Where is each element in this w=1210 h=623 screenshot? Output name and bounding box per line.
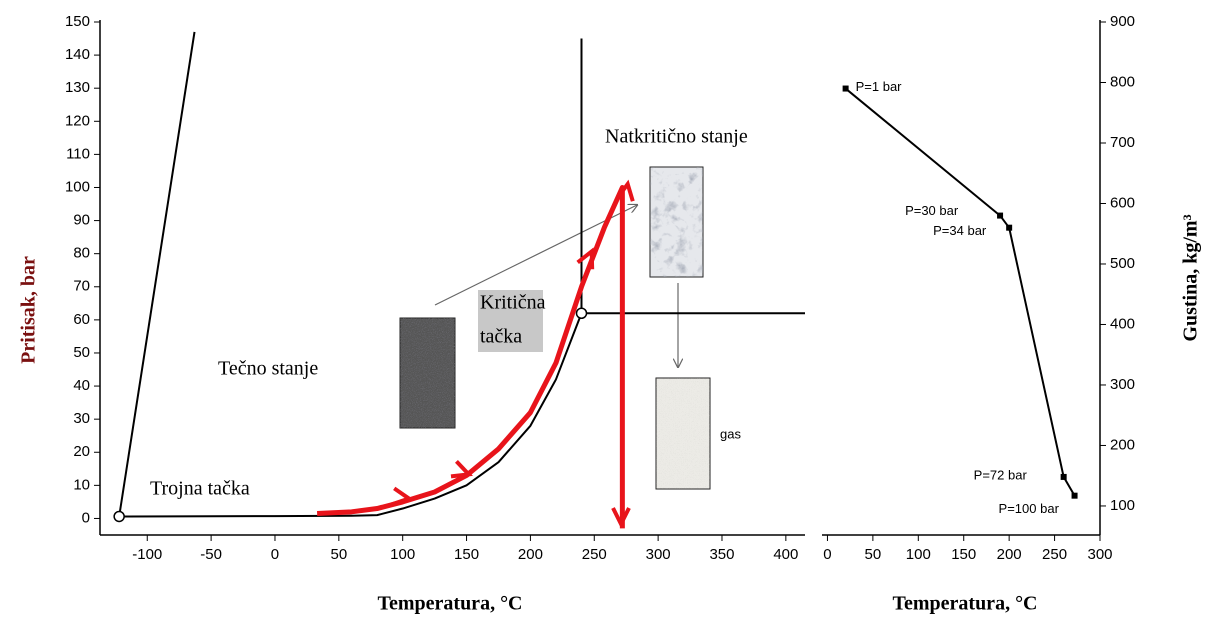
highlight-box (478, 290, 543, 352)
label-highlight (478, 290, 543, 352)
y-tick-label: 70 (73, 278, 90, 295)
y-tick-label: 150 (65, 13, 90, 30)
x-tick-label: 100 (906, 546, 931, 563)
y-tick-label: 100 (1110, 497, 1135, 514)
y-tick-label: 200 (1110, 436, 1135, 453)
annotation: Tečno stanje (218, 358, 318, 380)
x-tick-label: 300 (1087, 546, 1112, 563)
y-tick-label: 800 (1110, 73, 1135, 90)
x-tick-label: 150 (951, 546, 976, 563)
data-point (997, 212, 1004, 219)
phase-point (113, 510, 125, 523)
x-tick-label: 50 (865, 546, 882, 563)
supercritical-texture (650, 167, 703, 277)
y-tick-label: 120 (65, 112, 90, 129)
point-label: P=30 bar (905, 203, 959, 218)
gas-texture (656, 378, 710, 489)
y-tick-label: 900 (1110, 13, 1135, 30)
x-tick-label: 100 (390, 546, 415, 563)
y-tick-label: 60 (73, 311, 90, 328)
y-tick-label: 400 (1110, 315, 1135, 332)
process-path (316, 184, 625, 529)
y-tick-label: 80 (73, 245, 90, 262)
y-tick-label: 50 (73, 344, 90, 361)
arrowhead (450, 460, 473, 479)
x-tick-label: 350 (709, 546, 734, 563)
y-tick-label: 100 (65, 178, 90, 195)
y-tick-label: 110 (66, 145, 90, 162)
phase-point (575, 307, 588, 320)
x-tick-label: 400 (773, 546, 798, 563)
liquid-texture (400, 318, 455, 428)
y-tick-label: 30 (73, 410, 90, 427)
y-tick-label: 20 (73, 443, 90, 460)
x-tick-label: 0 (271, 546, 279, 563)
x-tick-label: -100 (132, 546, 162, 563)
annotation: Trojna tačka (150, 478, 250, 500)
y-tick-label: 0 (82, 509, 90, 526)
sample-images (399, 166, 711, 490)
annotation: tačka (480, 326, 522, 348)
point-label: P=1 bar (856, 79, 903, 94)
y-tick-label: 10 (73, 476, 90, 493)
x-tick-label: 250 (1042, 546, 1067, 563)
x-tick-label: 200 (997, 546, 1022, 563)
x-tick-label: 150 (454, 546, 479, 563)
x-tick-label: 200 (518, 546, 543, 563)
curve (119, 312, 583, 518)
arrowhead (615, 179, 635, 202)
y-tick-label: 600 (1110, 194, 1135, 211)
y-tick-label: 700 (1110, 134, 1135, 151)
curve (118, 31, 196, 517)
y-tick-label: 40 (73, 377, 90, 394)
y-tick-label: 130 (65, 79, 90, 96)
y-axis-title: Gustina, kg/m³ (1180, 214, 1202, 341)
curve (844, 87, 1076, 497)
x-tick-label: 300 (646, 546, 671, 563)
annotation: Natkritično stanje (605, 126, 748, 148)
y-tick-label: 500 (1110, 255, 1135, 272)
transition-arrow (434, 205, 637, 306)
y-tick-label: 140 (65, 46, 90, 63)
data-point (1071, 492, 1078, 499)
arrowhead (611, 507, 631, 529)
data-point (1006, 224, 1013, 231)
annotation: Kritična (480, 292, 546, 314)
x-tick-label: -50 (200, 546, 222, 563)
y-tick-label: 300 (1110, 376, 1135, 393)
data-point (1060, 473, 1067, 480)
point-label: P=72 bar (974, 467, 1028, 482)
y-tick-label: 90 (73, 212, 90, 229)
point-label: P=34 bar (933, 223, 987, 238)
y-axis-title: Pritisak, bar (18, 256, 40, 364)
data-point (842, 85, 849, 92)
x-tick-label: 50 (330, 546, 347, 563)
arrowhead (391, 486, 414, 507)
annotation: gas (720, 426, 741, 441)
x-tick-label: 250 (582, 546, 607, 563)
x-axis-title: Temperatura, °C (892, 593, 1037, 615)
point-label: P=100 bar (999, 501, 1060, 516)
arrowhead (576, 247, 595, 270)
x-tick-label: 0 (823, 546, 831, 563)
x-axis-title: Temperatura, °C (377, 593, 522, 615)
